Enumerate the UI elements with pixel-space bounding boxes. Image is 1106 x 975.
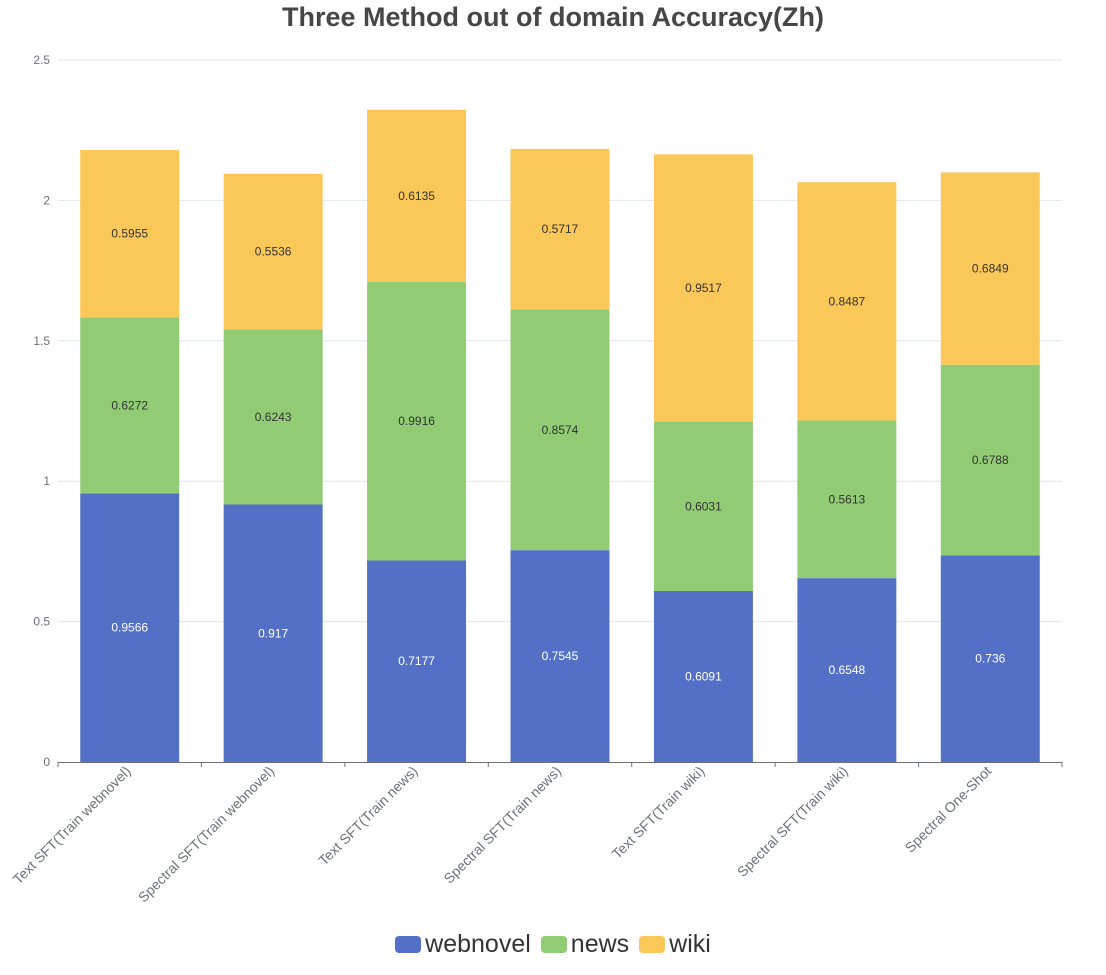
- bar-value-label: 0.6031: [685, 499, 722, 513]
- x-category-label: Spectral SFT(Train news): [440, 763, 564, 887]
- bar-news: [653, 421, 753, 591]
- legend-item-wiki[interactable]: wiki: [639, 930, 711, 959]
- bar-value-label: 0.5955: [111, 227, 148, 241]
- bar-value-label: 0.6243: [255, 410, 292, 424]
- y-tick-label: 1: [43, 474, 50, 488]
- legend-item-webnovel[interactable]: webnovel: [395, 930, 531, 959]
- bar-webnovel: [80, 493, 180, 762]
- legend-label: news: [570, 930, 630, 958]
- bar-webnovel: [367, 560, 467, 762]
- bar-value-label: 0.6849: [972, 262, 1009, 276]
- bars: [80, 109, 1040, 762]
- legend-swatch: [395, 936, 422, 953]
- x-category-label: Spectral SFT(Train webnovel): [135, 763, 277, 905]
- bar-news: [510, 309, 610, 551]
- legend-item-news[interactable]: news: [540, 930, 630, 959]
- bar-value-label: 0.7177: [398, 654, 435, 668]
- bar-webnovel: [510, 550, 610, 762]
- bar-value-label: 0.6788: [972, 453, 1009, 467]
- legend-swatch: [639, 936, 666, 953]
- bar-value-label: 0.6091: [685, 669, 722, 683]
- y-tick-label: 0.5: [33, 615, 50, 629]
- bar-wiki: [510, 148, 610, 310]
- bar-value-label: 0.5613: [829, 492, 866, 506]
- bar-value-label: 0.7545: [542, 649, 579, 663]
- legend-label: webnovel: [425, 930, 531, 958]
- bar-value-label: 0.6548: [829, 663, 866, 677]
- bar-value-label: 0.736: [975, 652, 1005, 666]
- bar-wiki: [80, 150, 180, 318]
- bar-wiki: [797, 182, 897, 421]
- y-tick-label: 2: [43, 193, 50, 207]
- bar-webnovel: [797, 578, 897, 762]
- x-category-label: Spectral One-Shot: [902, 763, 995, 856]
- legend: webnovel news wiki: [0, 930, 1106, 959]
- bar-value-label: 0.5717: [542, 222, 579, 236]
- bar-news: [797, 420, 897, 579]
- bar-webnovel: [940, 555, 1040, 762]
- x-category-label: Spectral SFT(Train wiki): [734, 763, 851, 880]
- bar-value-label: 0.6272: [111, 398, 148, 412]
- y-tick-label: 2.5: [33, 53, 50, 67]
- bar-webnovel: [653, 590, 753, 762]
- bar-news: [80, 317, 180, 494]
- bar-value-label: 0.9517: [685, 281, 722, 295]
- x-category-label: Text SFT(Train webnovel): [10, 763, 134, 887]
- bar-wiki: [223, 173, 323, 330]
- legend-label: wiki: [669, 930, 711, 958]
- bar-value-label: 0.5536: [255, 244, 292, 258]
- bar-value-labels: 0.9566 0.6272 0.5955 0.917 0.6243 0.5536 0.717…: [111, 189, 1009, 684]
- bar-value-label: 0.8574: [542, 423, 579, 437]
- legend-swatch: [540, 936, 567, 953]
- y-tick-label: 1.5: [33, 334, 50, 348]
- bar-wiki: [653, 154, 753, 422]
- bar-value-label: 0.9566: [111, 621, 148, 635]
- bar-news: [367, 282, 467, 561]
- bar-value-label: 0.9916: [398, 414, 435, 428]
- chart-title: Three Method out of domain Accuracy(Zh): [281, 2, 825, 32]
- x-category-label: Text SFT(Train wiki): [609, 763, 708, 862]
- bar-wiki: [367, 109, 467, 283]
- bar-news: [940, 364, 1040, 556]
- bar-value-label: 0.8487: [829, 294, 866, 308]
- bar-news: [223, 329, 323, 505]
- bar-value-label: 0.917: [258, 626, 288, 640]
- bar-wiki: [940, 172, 1040, 365]
- y-tick-label: 0: [43, 755, 50, 769]
- x-category-label: Text SFT(Train news): [315, 763, 421, 869]
- bar-value-label: 0.6135: [398, 189, 435, 203]
- bar-webnovel: [223, 504, 323, 762]
